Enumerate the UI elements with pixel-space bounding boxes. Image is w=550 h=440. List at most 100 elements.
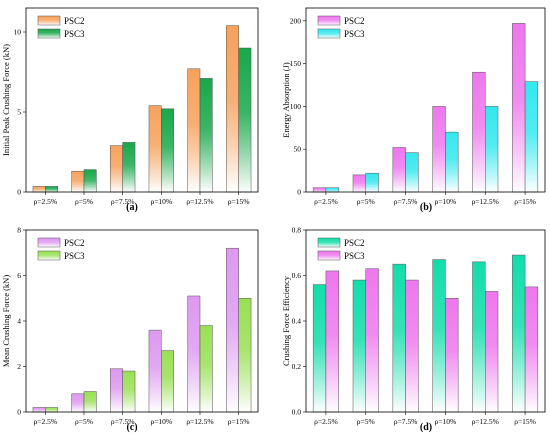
bar-psc3-4 (445, 298, 459, 413)
x-tick-label: ρ=15% (514, 417, 536, 426)
y-axis-title: Crushing Force Efficiency (281, 275, 291, 366)
bar-psc2-3 (392, 263, 406, 413)
x-tick-label: ρ=12.5% (186, 417, 213, 426)
y-tick-label: 100 (290, 102, 302, 111)
x-tick-label: ρ=2.5% (34, 417, 58, 426)
bar-psc3-5 (485, 291, 499, 413)
legend-label-psc2: PSC2 (344, 238, 365, 248)
bar-psc3-6 (524, 81, 539, 193)
x-tick-label: ρ=10% (150, 417, 172, 426)
x-tick-label: ρ=7.5% (111, 197, 135, 206)
y-tick-label: 0.8 (292, 226, 302, 235)
x-tick-label: ρ=7.5% (111, 417, 135, 426)
bar-psc2-5 (472, 261, 486, 413)
y-tick-label: 5 (17, 108, 21, 117)
panel-4: ρ=2.5% ρ=5% ρ=7.5% ρ=10% ρ=12.5% ρ=15% 0.0 0.2 0… (281, 226, 546, 433)
bar-psc2-4 (148, 329, 162, 413)
bar-psc3-2 (83, 391, 97, 413)
y-tick-label: 0.4 (292, 317, 302, 326)
bar-psc2-3 (110, 145, 123, 193)
legend-swatch-psc2 (317, 237, 341, 248)
bar-psc2-6 (226, 247, 239, 413)
bar-psc2-1 (312, 284, 327, 413)
y-tick-label: 0 (297, 188, 301, 197)
x-tick-label: ρ=15% (514, 197, 536, 206)
bar-psc2-6 (512, 23, 526, 193)
x-tick-label: ρ=12.5% (472, 417, 499, 426)
bar-psc3-5 (485, 106, 499, 193)
x-tick-label: ρ=12.5% (186, 197, 213, 206)
y-tick-label: 4 (17, 317, 21, 326)
y-tick-label: 6 (17, 271, 21, 280)
y-tick-label: 50 (294, 145, 302, 154)
bar-psc3-2 (83, 169, 97, 193)
bar-psc3-4 (445, 131, 459, 193)
bar-psc2-3 (110, 368, 123, 413)
bar-psc2-2 (71, 393, 85, 413)
bar-psc2-2 (352, 174, 366, 193)
legend-label-psc3: PSC3 (344, 251, 365, 261)
y-tick-label: 0 (17, 408, 21, 417)
bar-psc2-3 (392, 147, 406, 193)
x-tick-label: ρ=5% (357, 417, 375, 426)
bar-psc3-5 (199, 78, 213, 193)
bar-psc2-4 (148, 105, 162, 193)
x-tick-label: ρ=10% (435, 197, 457, 206)
bar-psc3-1 (325, 187, 339, 193)
y-tick-label: 2 (17, 362, 21, 371)
bar-psc2-6 (226, 25, 239, 193)
bar-psc3-6 (238, 298, 252, 413)
plot-frame (25, 229, 259, 413)
panel-label: (a) (126, 202, 138, 213)
x-tick-label: ρ=7.5% (394, 417, 418, 426)
bar-psc3-4 (161, 108, 174, 193)
legend-swatch-psc3 (317, 250, 341, 261)
panel-3: ρ=2.5% ρ=5% ρ=7.5% ρ=10% ρ=12.5% ρ=15% 0 2 4 6 8 Me… (1, 226, 259, 433)
bar-psc2-4 (432, 259, 446, 413)
bar-psc2-5 (472, 71, 486, 193)
bar-psc2-2 (352, 279, 366, 413)
legend-swatch-psc2 (37, 15, 61, 26)
panel-label: (c) (126, 422, 137, 433)
x-tick-label: ρ=5% (75, 417, 93, 426)
bar-psc2-5 (187, 68, 201, 193)
legend-label-psc3: PSC3 (64, 251, 85, 261)
bar-psc3-6 (238, 47, 252, 193)
x-tick-label: ρ=15% (228, 197, 250, 206)
y-axis-title: Initial Peak Crushing Force (kN) (1, 44, 11, 156)
bar-psc2-1 (32, 407, 46, 413)
y-axis-title: Energy Absorption (J) (281, 62, 291, 138)
bar-psc3-6 (524, 286, 539, 413)
bar-psc3-3 (405, 279, 419, 413)
legend-swatch-psc2 (37, 237, 61, 248)
y-tick-label: 200 (290, 16, 302, 25)
y-tick-label: 150 (290, 59, 302, 68)
y-tick-label: 0.6 (292, 271, 302, 280)
legend-label-psc2: PSC2 (344, 16, 365, 26)
legend-swatch-psc2 (317, 15, 341, 26)
plot-frame (25, 7, 259, 193)
bar-psc2-1 (312, 187, 327, 193)
bar-psc2-1 (32, 186, 46, 193)
y-axis-title: Mean Crushing Force (kN) (1, 275, 11, 367)
panel-1: ρ=2.5% ρ=5% ρ=7.5% ρ=10% ρ=12.5% ρ=15% 0 5 10Ini… (1, 7, 259, 213)
x-tick-label: ρ=2.5% (314, 197, 338, 206)
bar-psc2-5 (187, 295, 201, 413)
bar-psc2-6 (512, 254, 526, 413)
x-tick-label: ρ=5% (75, 197, 93, 206)
y-tick-label: 0.2 (292, 362, 302, 371)
legend-swatch-psc3 (37, 250, 61, 261)
legend-label-psc3: PSC3 (64, 29, 85, 39)
bar-psc3-1 (325, 270, 339, 413)
y-tick-label: 8 (17, 226, 21, 235)
bar-psc3-3 (122, 142, 136, 193)
legend-label-psc2: PSC2 (64, 16, 85, 26)
bar-psc3-5 (199, 325, 213, 413)
panel-label: (b) (420, 202, 432, 213)
x-tick-label: ρ=2.5% (314, 417, 338, 426)
y-tick-label: 0 (17, 188, 21, 197)
x-tick-label: ρ=12.5% (472, 197, 499, 206)
x-tick-label: ρ=10% (435, 417, 457, 426)
plot-frame (305, 7, 546, 193)
